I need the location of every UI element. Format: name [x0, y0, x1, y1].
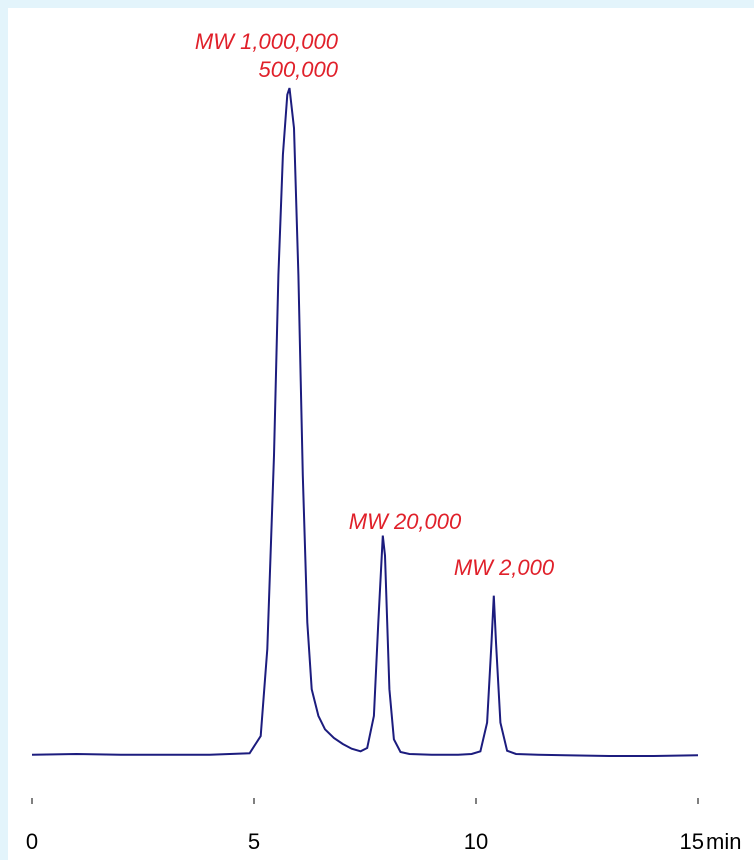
chromatogram-trace [31, 87, 699, 757]
annotation-mw-2000: MW 2,000 [454, 555, 555, 580]
x-axis: 0 5 10 15 [26, 798, 704, 854]
x-axis-unit: min [706, 829, 741, 854]
peak-annotations: MW 1,000,000 500,000 MW 20,000 MW 2,000 [195, 29, 555, 580]
annotation-mw-20000: MW 20,000 [349, 509, 462, 534]
x-tick-label-10: 10 [464, 829, 488, 854]
annotation-mw-1000000: MW 1,000,000 [195, 29, 339, 54]
chart-panel: 0 5 10 15 MW 1,000,000 500,000 MW 20,000 MW… [8, 8, 754, 860]
x-tick-label-0: 0 [26, 829, 38, 854]
x-tick-label-5: 5 [248, 829, 260, 854]
annotation-500000: 500,000 [258, 57, 338, 82]
chromatogram-chart: 0 5 10 15 MW 1,000,000 500,000 MW 20,000 MW… [26, 29, 742, 854]
x-tick-label-15: 15 [680, 829, 704, 854]
